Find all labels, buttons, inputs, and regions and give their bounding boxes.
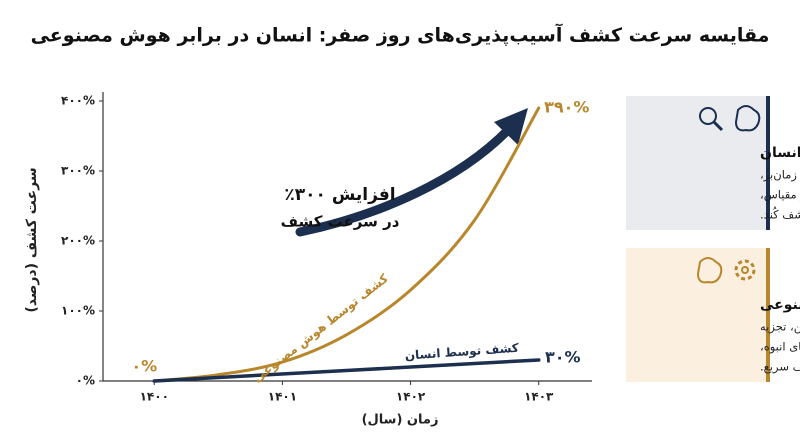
y-tick-label: ۴۰۰% — [61, 94, 95, 108]
x-tick-label: ۱۴۰۰ — [140, 390, 169, 404]
gear-icon — [734, 259, 756, 281]
x-tick-label: ۱۴۰۲ — [396, 390, 426, 404]
search-icon — [699, 107, 717, 125]
chart-title: مقایسه سرعت کشف آسیب‌پذیری‌های روز صفر: … — [31, 23, 770, 47]
x-tick-label: ۱۴۰۳ — [524, 390, 554, 404]
annotation-arrow — [295, 123, 515, 237]
x-axis-label: زمان (سال) — [362, 413, 439, 428]
ai-card: هوش مصنوعی یادگیری ماشین، تجزیه و تحلیل … — [626, 248, 800, 382]
arrow-head — [494, 108, 528, 145]
card-title: انسان — [760, 145, 800, 161]
value-label: ۳۰% — [545, 348, 581, 367]
card-text: محدودیت در مقیاس، — [760, 188, 800, 203]
series-line — [152, 358, 541, 383]
x-tick-label: ۱۴۰۱ — [268, 390, 297, 404]
brain-icon — [696, 257, 723, 284]
series-line — [152, 106, 541, 383]
annotation-line: در سرعت کشف — [281, 213, 400, 231]
card-border — [766, 96, 770, 230]
y-tick-label: ۱۰۰% — [61, 304, 95, 318]
value-label: ۰% — [131, 357, 157, 376]
value-label: ۳۹۰% — [544, 98, 589, 117]
search-icon — [712, 120, 724, 132]
brain-icon — [734, 105, 761, 132]
y-axis-label: سرعت کشف (درصد) — [24, 167, 40, 312]
gear-icon — [741, 266, 749, 274]
y-tick-label: ۳۰۰% — [61, 164, 95, 178]
card-bg — [626, 248, 768, 382]
card-text: کشف کُند. — [760, 206, 800, 222]
card-title: هوش مصنوعی — [760, 297, 800, 313]
human-card: انسان تحلیل دستی زمان‌بر، محدودیت در مقی… — [626, 96, 800, 230]
y-tick-label: ۰% — [76, 374, 95, 388]
card-text: کشف سریع. — [760, 360, 800, 375]
series-name: کشف توسط انسان — [404, 341, 519, 364]
card-border — [766, 248, 770, 382]
card-text: و تحلیل داده‌های انبوه، — [760, 340, 800, 355]
card-bg — [626, 96, 768, 230]
annotation-line: افزایش ۳۰۰٪ — [284, 185, 395, 205]
card-text: تحلیل دستی زمان‌بر، — [760, 168, 800, 183]
card-text: یادگیری ماشین، تجزیه — [760, 320, 800, 335]
y-tick-label: ۲۰۰% — [61, 234, 95, 248]
